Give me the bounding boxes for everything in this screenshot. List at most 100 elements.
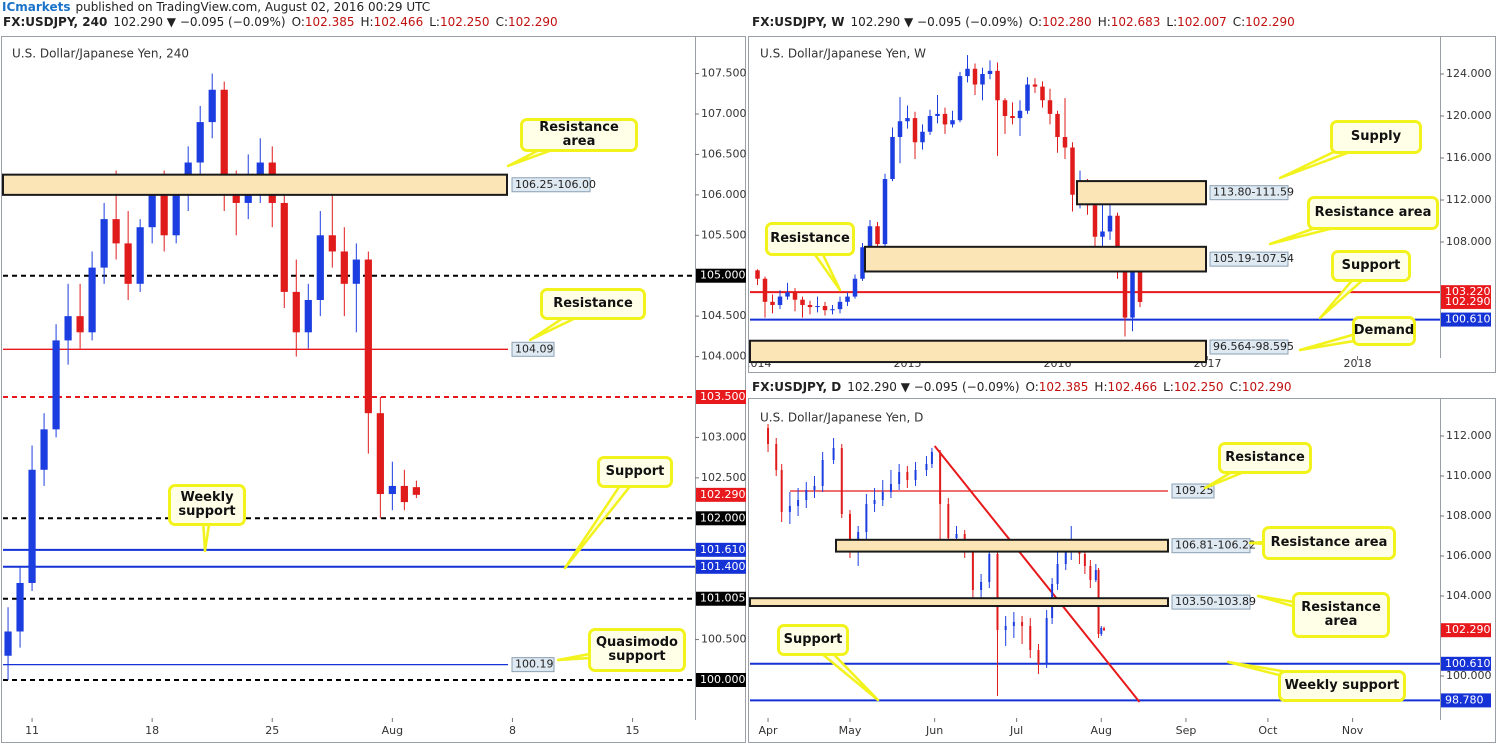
y-tick-label: 108.000 <box>1446 235 1492 248</box>
candle-body <box>1089 566 1092 580</box>
candle-body <box>837 301 843 310</box>
y-tick-label: 104.500 <box>701 309 747 322</box>
zone <box>864 245 1207 273</box>
ohlc-value: 102.385 <box>1039 380 1089 394</box>
candle-body <box>955 534 958 538</box>
candle-body <box>292 291 300 333</box>
y-tick-label: 124.000 <box>1446 67 1492 80</box>
ohlc-value: 102.290 <box>508 15 558 29</box>
ohlc-label: L: <box>429 15 440 29</box>
candle-body <box>942 113 948 125</box>
candle-body <box>1092 205 1098 237</box>
candle-body <box>400 485 408 503</box>
x-axis: 11 18 25 Aug 8 15 <box>25 718 640 737</box>
candle-body <box>840 448 843 514</box>
callout: Demand <box>1352 316 1416 346</box>
callout-text: Demand <box>1352 316 1416 346</box>
last-price-label: 102.290 <box>1445 295 1491 308</box>
chart-header: FX:USDJPY, 240 102.290 ▼ −0.095 (−0.09%) O… <box>3 15 558 29</box>
candle-body <box>412 487 420 495</box>
candle-body <box>352 259 360 284</box>
candle-body <box>172 186 180 236</box>
candle-body <box>160 194 168 236</box>
candle-body <box>927 116 933 132</box>
level-label-box <box>1171 483 1215 499</box>
x-tick-label: 25 <box>265 724 279 737</box>
candle-body <box>316 235 324 300</box>
level-label-box <box>511 657 555 673</box>
published-note: published on TradingView.com, August 02,… <box>75 0 430 14</box>
candle-body <box>780 470 783 512</box>
y-tick-label: 107.000 <box>701 107 747 120</box>
last-price-label: 102.290 <box>1445 623 1491 636</box>
zone-label: 113.80-111.59 <box>1213 186 1294 199</box>
candle-body <box>906 472 909 480</box>
x-tick-label: Jun <box>925 724 943 737</box>
candle-body <box>939 452 942 504</box>
ohlc-label: H: <box>361 15 374 29</box>
callout: Resistance <box>1218 442 1312 474</box>
candle-body <box>813 486 816 490</box>
candle-body <box>775 444 778 470</box>
candle-body <box>1055 113 1060 138</box>
candle-body <box>1017 110 1023 119</box>
y-tick-label: 110.000 <box>1446 469 1492 482</box>
price-change: 102.290 ▼ −0.095 (−0.09%) <box>851 15 1023 29</box>
candle-body <box>364 259 372 414</box>
axis-level-box <box>1441 312 1491 327</box>
ohlc-value: 102.385 <box>305 15 355 29</box>
level-label: 109.25 <box>1175 484 1214 497</box>
zone-label-box <box>1171 538 1251 554</box>
x-tick-label: Jul <box>1009 724 1023 737</box>
candle-body <box>256 162 264 179</box>
panel-frame <box>1 36 746 743</box>
candle-body <box>797 500 800 506</box>
candle-body <box>965 68 970 77</box>
candle-body <box>914 470 917 480</box>
callout-text: Resistance area <box>520 118 638 152</box>
y-tick-label: 108.000 <box>1446 509 1492 522</box>
candle-body <box>1056 564 1059 584</box>
axis-level-label: 101.400 <box>700 560 746 573</box>
y-tick-label: 116.000 <box>1446 151 1492 164</box>
callout-text: Weekly support <box>1278 670 1406 702</box>
candle-body <box>1045 618 1048 664</box>
x-tick-label: 18 <box>145 724 159 737</box>
candle-body <box>1040 86 1045 101</box>
ohlc-label: O: <box>1026 380 1039 394</box>
candle-body <box>1037 650 1040 664</box>
candle-body <box>64 316 72 341</box>
candle-body <box>905 118 910 122</box>
level-label: 100.19 <box>515 658 554 671</box>
candle-body <box>935 113 940 117</box>
candle-body <box>328 235 336 252</box>
axis-level-label: 101.610 <box>700 543 746 556</box>
x-tick-label: Sep <box>1176 724 1197 737</box>
price-change: 102.290 ▼ −0.095 (−0.09%) <box>847 380 1019 394</box>
candle-body <box>947 504 950 538</box>
callout: Weekly support <box>1278 670 1406 702</box>
callout: Quasimodo support <box>588 628 686 672</box>
candle-body <box>777 296 783 305</box>
axis-level-label: 100.610 <box>1445 313 1491 326</box>
candle-body <box>304 299 312 333</box>
ohlc-value: 102.007 <box>1177 15 1227 29</box>
candle-body <box>1025 84 1030 111</box>
y-tick-label: 120.000 <box>1446 109 1492 122</box>
callout: Supply <box>1330 120 1422 154</box>
x-tick-label: 15 <box>626 724 640 737</box>
candle-body <box>848 514 851 548</box>
ohlc-label: H: <box>1098 15 1111 29</box>
ohlc-label: C: <box>1233 15 1245 29</box>
callout-text: Support <box>597 456 673 488</box>
ohlc-value: 102.280 <box>1042 15 1092 29</box>
candle-body <box>1047 100 1053 114</box>
y-tick-label: 103.000 <box>701 430 747 443</box>
last-price-label: 102.290 <box>700 488 746 501</box>
ohlc-value: 102.290 <box>1242 380 1292 394</box>
x-axis: Apr May Jun Jul Aug Sep Oct Nov <box>759 718 1364 737</box>
ohlc-label: L: <box>1166 15 1177 29</box>
ohlc-value: 102.466 <box>374 15 424 29</box>
callout: Resistance area <box>1307 196 1439 230</box>
